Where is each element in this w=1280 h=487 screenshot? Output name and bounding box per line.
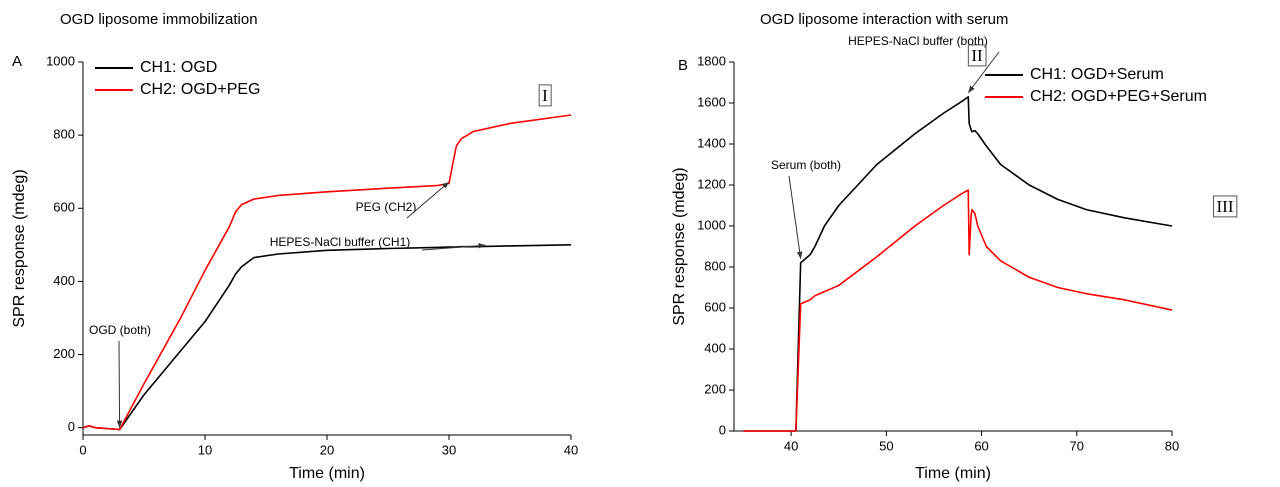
- panel-label: A: [12, 53, 22, 70]
- chart-panel: OGD liposome interaction with serum B Time…: [671, 11, 1238, 482]
- y-tick-label: 400: [704, 340, 726, 355]
- x-tick-label: 60: [974, 438, 988, 453]
- data-line: [82, 244, 572, 431]
- x-tick-label: 20: [320, 442, 334, 457]
- y-tick-label: 600: [53, 200, 75, 215]
- chart-panel: OGD liposome immobilization A Time (min) SP…: [11, 11, 578, 482]
- y-tick-label: 800: [53, 127, 75, 142]
- y-tick-label: 1600: [697, 94, 726, 109]
- y-tick-label: 1200: [697, 176, 726, 191]
- y-tick-label: 600: [704, 299, 726, 314]
- x-tick-label: 40: [564, 442, 578, 457]
- data-line: [743, 189, 1173, 432]
- data-line: [82, 114, 572, 431]
- annotation-label: HEPES-NaCl buffer (CH1): [270, 235, 410, 249]
- y-tick-label: 200: [704, 381, 726, 396]
- panel-label: B: [678, 57, 688, 74]
- annotation-label: OGD (both): [89, 323, 151, 337]
- annotation-arrow: [788, 175, 803, 259]
- annotation-label: HEPES-NaCl buffer (both): [848, 34, 988, 48]
- x-tick-label: 50: [879, 438, 893, 453]
- annotation-arrow: [967, 51, 1000, 94]
- x-tick-label: 80: [1165, 438, 1179, 453]
- annotation-box: [538, 84, 552, 107]
- annotation-label: Serum (both): [771, 158, 841, 172]
- y-tick-label: 0: [68, 419, 75, 434]
- y-tick-label: 1000: [697, 217, 726, 232]
- y-tick-label: 200: [53, 346, 75, 361]
- x-tick-label: 30: [442, 442, 456, 457]
- legend-label: CH2: OGD+PEG+Serum: [1030, 88, 1207, 105]
- x-axis-label: Time (min): [289, 465, 365, 482]
- annotation-box: [1213, 195, 1238, 218]
- y-tick-label: 1000: [46, 53, 75, 68]
- annotation-box: [967, 44, 987, 67]
- annotation-arrow: [421, 242, 486, 251]
- y-tick-label: 0: [719, 422, 726, 437]
- chart-title: OGD liposome interaction with serum: [760, 11, 1008, 28]
- y-tick-label: 800: [704, 258, 726, 273]
- annotation-label: III: [1217, 197, 1234, 216]
- legend-label: CH1: OGD: [140, 59, 217, 76]
- annotation-arrow: [116, 340, 123, 428]
- legend-label: CH2: OGD+PEG: [140, 81, 260, 98]
- y-tick-label: 1400: [697, 135, 726, 150]
- annotation-label: PEG (CH2): [356, 200, 417, 214]
- y-tick-label: 400: [53, 273, 75, 288]
- chart-title: OGD liposome immobilization: [60, 11, 258, 28]
- y-axis-label: SPR response (mdeg): [11, 169, 28, 327]
- data-line: [743, 96, 1173, 432]
- legend-label: CH1: OGD+Serum: [1030, 66, 1164, 83]
- y-axis-label: SPR response (mdeg): [671, 167, 688, 325]
- annotation-arrow: [406, 181, 450, 219]
- annotation-label: I: [542, 86, 548, 105]
- y-tick-label: 1800: [697, 53, 726, 68]
- x-tick-label: 0: [79, 442, 86, 457]
- annotation-label: II: [971, 46, 983, 65]
- x-tick-label: 40: [784, 438, 798, 453]
- x-tick-label: 10: [198, 442, 212, 457]
- x-tick-label: 70: [1070, 438, 1084, 453]
- x-axis-label: Time (min): [915, 465, 991, 482]
